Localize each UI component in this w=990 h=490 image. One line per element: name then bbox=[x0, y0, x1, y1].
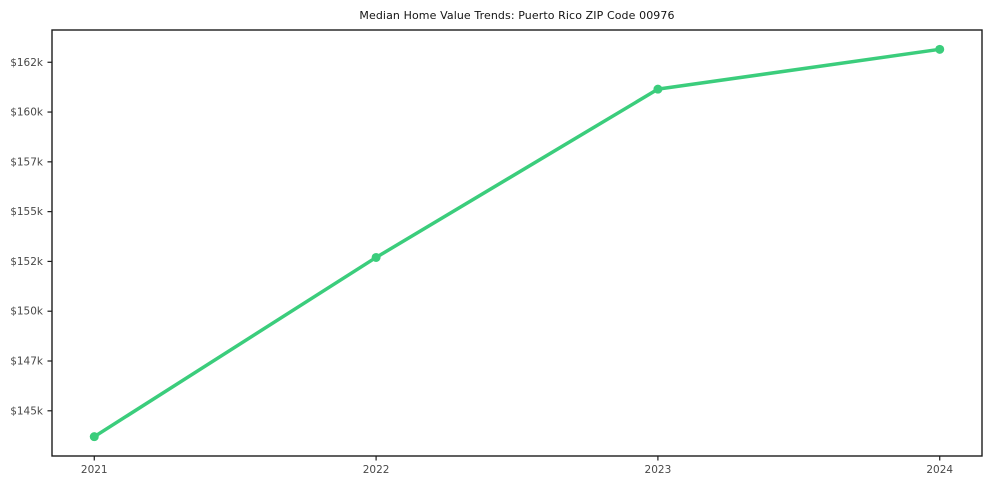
trend-line bbox=[92, 47, 942, 439]
x-tick-label: 2021 bbox=[81, 464, 108, 476]
data-point-marker bbox=[89, 432, 99, 442]
plot-border bbox=[51, 29, 983, 457]
y-tick-label: $145k bbox=[10, 405, 44, 417]
data-point-marker bbox=[371, 252, 381, 262]
x-tick-label: 2022 bbox=[363, 464, 390, 476]
x-tick-label: 2023 bbox=[645, 464, 672, 476]
y-tick-label: $157k bbox=[10, 156, 44, 168]
y-tick-label: $162k bbox=[10, 57, 44, 69]
y-tick-label: $150k bbox=[10, 306, 44, 318]
chart-title: Median Home Value Trends: Puerto Rico ZI… bbox=[359, 9, 675, 22]
y-tick-label: $152k bbox=[10, 256, 44, 268]
data-point-marker bbox=[935, 44, 945, 54]
y-tick-label: $147k bbox=[10, 356, 44, 368]
y-tick-label: $155k bbox=[10, 206, 44, 218]
data-point-marker bbox=[653, 84, 663, 94]
x-tick-label: 2024 bbox=[926, 464, 953, 476]
y-tick-label: $160k bbox=[10, 107, 44, 119]
